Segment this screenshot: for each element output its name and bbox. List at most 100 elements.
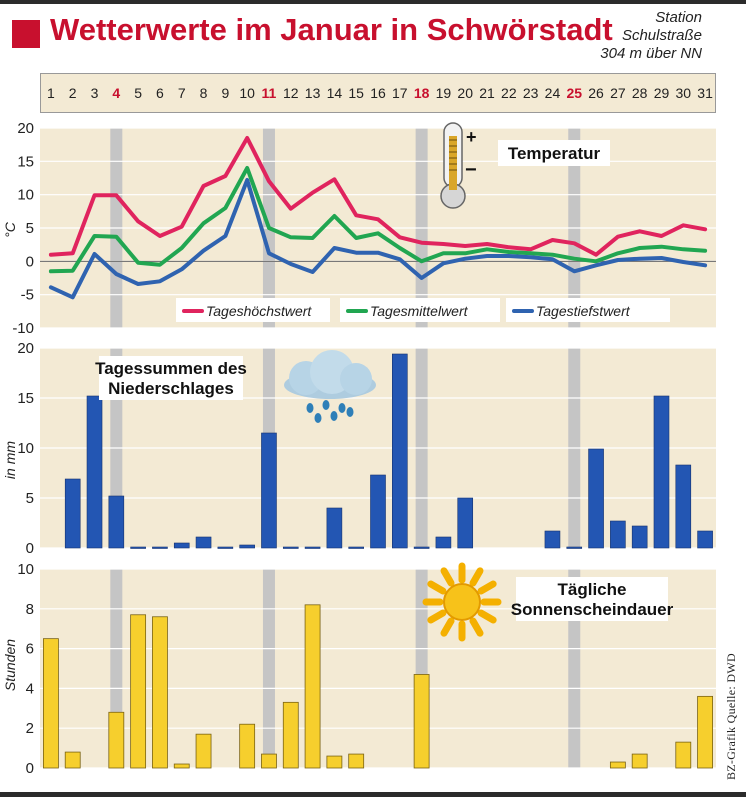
chart-icons: +− <box>284 122 502 642</box>
day-label: 28 <box>631 85 648 101</box>
sun-icon <box>422 562 502 642</box>
day-label: 5 <box>134 85 143 101</box>
sunshine-title-line1: Tägliche <box>558 580 627 599</box>
chart-title: Wetterwerte im Januar in Schwörstadt <box>50 12 613 47</box>
rain-cloud-icon <box>284 350 376 423</box>
source-credit: BZ-Grafik Quelle: DWD <box>724 653 738 780</box>
raindrop <box>314 413 322 423</box>
day-label: 6 <box>156 85 164 101</box>
precipitation-bar <box>195 536 212 549</box>
precipitation-title-line1: Tagessummen des <box>95 359 247 378</box>
legend-label: Tageshöchstwert <box>206 303 312 319</box>
precipitation-bar <box>566 546 583 549</box>
precipitation-bar <box>392 353 408 549</box>
y-tick-label: 10 <box>17 440 34 457</box>
y-tick-label: 0 <box>26 253 34 270</box>
sunshine-bar <box>108 711 125 769</box>
day-axis-box: 1 2 3 4 5 6 7 8 9 10 11 12 13 14 15 16 17 18 19 20 21 22 23 24 2… <box>40 73 716 113</box>
raindrop <box>306 403 314 413</box>
sunshine-title-box <box>516 577 668 621</box>
y-tick-label: 10 <box>17 187 34 204</box>
min-temp-line <box>48 178 708 300</box>
precipitation-bar <box>282 546 299 549</box>
day-label: 12 <box>282 85 299 101</box>
y-tick-label: 0 <box>26 540 34 557</box>
y-tick-label: 2 <box>26 720 34 737</box>
sun-disc <box>443 583 481 621</box>
precipitation-bar <box>588 448 604 549</box>
y-tick-label: 20 <box>17 120 34 137</box>
sun-ray <box>440 567 455 587</box>
precipitation-bar <box>239 544 255 549</box>
top-rule <box>0 0 746 4</box>
mean-temp-line <box>48 166 708 274</box>
day-label: 23 <box>522 85 539 101</box>
sunshine-bar <box>282 701 299 769</box>
plus-sign: + <box>466 127 477 147</box>
sun-ray <box>469 567 484 587</box>
sunshine-title-line2: Sonnenscheindauer <box>511 600 674 619</box>
sun-ray <box>427 609 447 624</box>
precipitation-bar <box>326 507 343 549</box>
day-label: 11 <box>261 85 277 101</box>
precipitation-bar <box>86 395 103 549</box>
precipitation-bar <box>64 478 81 549</box>
day-label: 20 <box>457 85 473 101</box>
sunshine-bar <box>413 674 430 769</box>
title-marker <box>12 20 40 48</box>
precipitation-bar <box>108 495 125 549</box>
day-label: 26 <box>588 85 604 101</box>
precipitation-bar <box>610 520 626 549</box>
precipitation-title-box <box>99 356 243 400</box>
sunshine-bar <box>130 614 147 769</box>
y-axis-label: in mm <box>2 441 18 479</box>
station-altitude: 304 m über NN <box>600 45 702 62</box>
sunshine-bar <box>152 616 168 769</box>
y-axis-label: °C <box>2 221 18 238</box>
precipitation-bar <box>348 546 364 549</box>
sunshine-bar <box>631 753 648 769</box>
precipitation-bar <box>130 546 146 549</box>
cloud-puff <box>340 363 372 395</box>
y-tick-label: 10 <box>17 561 34 578</box>
sun-ray <box>440 617 455 637</box>
sunshine-bar <box>195 733 212 769</box>
day-label: 10 <box>239 85 255 101</box>
day-label: 16 <box>370 85 386 101</box>
sunshine-bar <box>261 753 277 769</box>
precipitation-bar <box>173 542 190 549</box>
y-tick-label: -10 <box>12 320 34 337</box>
y-tick-label: -5 <box>21 287 34 304</box>
y-tick-label: 0 <box>26 760 34 777</box>
station-street: Schulstraße <box>621 27 702 44</box>
raindrop <box>346 407 354 417</box>
precipitation-bar <box>675 464 692 549</box>
day-label: 1 <box>47 85 55 101</box>
day-label: 19 <box>435 85 452 101</box>
precipitation-title-line2: Niederschlages <box>108 379 234 398</box>
sunshine-bar <box>64 751 81 769</box>
raindrop <box>338 403 346 413</box>
precipitation-bar <box>631 525 648 549</box>
day-label: 27 <box>610 85 626 101</box>
sunshine-bar <box>304 604 321 769</box>
day-label: 9 <box>221 85 230 101</box>
sunshine-bar <box>173 763 190 769</box>
day-label: 7 <box>177 85 186 101</box>
y-tick-label: 8 <box>26 601 34 618</box>
precipitation-bar <box>370 474 386 549</box>
sunshine-bar <box>43 638 59 769</box>
station-info: Station Schulstraße 304 m über NN <box>600 9 702 63</box>
precipitation-bar <box>457 497 474 549</box>
sun-ray <box>427 580 447 595</box>
precipitation-bar <box>304 546 321 549</box>
y-tick-label: 6 <box>26 641 34 658</box>
day-label: 17 <box>392 85 408 101</box>
bottom-rule <box>0 792 746 797</box>
precipitation-bar <box>544 530 561 549</box>
precipitation-bar <box>413 546 430 549</box>
day-label: 13 <box>304 85 321 101</box>
sunshine-bar <box>675 741 692 769</box>
sunshine-bar <box>326 755 343 769</box>
